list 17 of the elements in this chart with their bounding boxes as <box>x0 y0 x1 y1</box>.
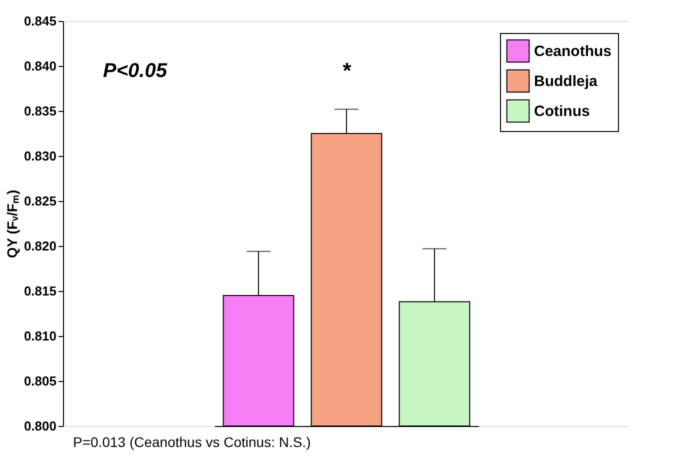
y-axis-title: QY (Fᵥ/Fₘ) <box>4 190 20 258</box>
legend-label: Buddleja <box>534 73 598 90</box>
y-tick-label: 0.830 <box>24 148 56 164</box>
y-tick-label: 0.810 <box>24 328 56 344</box>
legend-label: Ceanothus <box>534 43 612 60</box>
y-tick-label: 0.815 <box>24 284 56 298</box>
y-tick-label: 0.840 <box>24 58 56 74</box>
legend-label: Cotinus <box>534 103 590 120</box>
y-tick-label: 0.835 <box>24 104 56 118</box>
y-tick-label: 0.825 <box>24 194 56 208</box>
annotation: * <box>342 58 352 83</box>
y-tick-label: 0.805 <box>24 374 56 388</box>
y-tick-label: 0.800 <box>24 418 56 434</box>
annotation: P<0.05 <box>103 60 168 82</box>
text: P=0.013 (Ceanothus vs Cotinus: N.S.) <box>73 434 311 450</box>
y-tick-label: 0.845 <box>24 14 56 28</box>
y-tick-label: 0.820 <box>24 238 56 254</box>
